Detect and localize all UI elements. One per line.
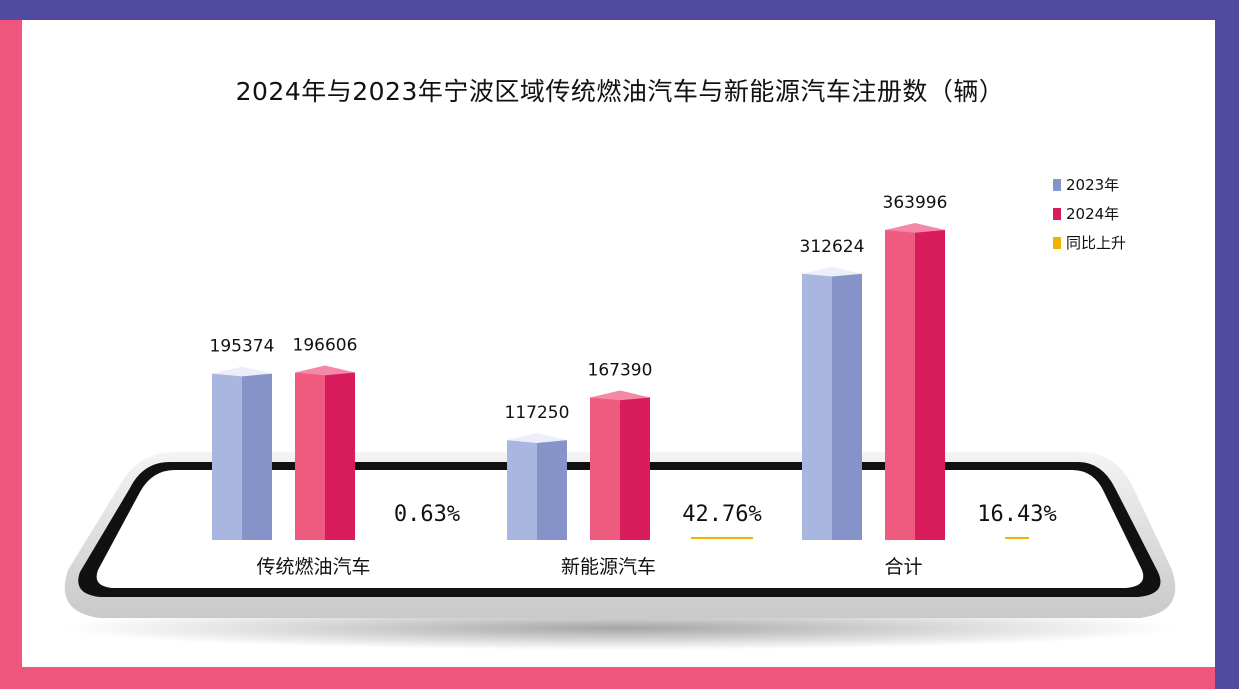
bar-2024-1-top (590, 390, 650, 401)
bar-2023-2-top (802, 266, 862, 277)
bar-2024-0-top (295, 365, 355, 376)
value-label-2023-2: 312624 (800, 237, 865, 257)
legend-label-2024: 2024年 (1066, 205, 1120, 223)
legend-item-2023: 2023年 (1053, 170, 1126, 199)
growth-label-0: 0.63% (394, 502, 460, 527)
value-label-2024-2: 363996 (883, 193, 948, 213)
frame-left-bar (0, 20, 22, 689)
frame-top-bar (0, 0, 1239, 20)
bar-2023-2-front (802, 273, 832, 540)
frame-right-bar (1215, 0, 1239, 689)
value-label-2024-0: 196606 (293, 336, 358, 356)
bar-2023-1-top (507, 433, 567, 443)
chart-title: 2024年与2023年宁波区域传统燃油汽车与新能源汽车注册数（辆） (235, 77, 1005, 106)
legend-label-growth: 同比上升 (1066, 234, 1127, 252)
bar-2023-0-top (212, 366, 272, 377)
bar-2024-1-front (590, 397, 620, 540)
growth-label-1: 42.76% (682, 502, 761, 527)
category-label-2: 合计 (884, 556, 922, 578)
value-label-2023-0: 195374 (210, 337, 275, 357)
bar-2023-0-front (212, 373, 242, 540)
bar-2023-0-side (242, 373, 272, 540)
legend-item-growth: 同比上升 (1053, 228, 1126, 257)
bar-2023-2-side (832, 273, 862, 540)
legend-swatch-2023 (1053, 178, 1061, 191)
bar-2023-1-side (537, 440, 567, 540)
frame-bottom-bar (0, 667, 1215, 689)
bar-2023-1-front (507, 440, 537, 540)
bar-2024-1-side (620, 397, 650, 540)
bar-2024-0-front (295, 372, 325, 540)
bar-2024-2-side (915, 230, 945, 540)
category-label-1: 新能源汽车 (561, 556, 656, 578)
legend-item-2024: 2024年 (1053, 199, 1126, 228)
legend-label-2023: 2023年 (1066, 176, 1120, 194)
chart-legend: 2023年 2024年 同比上升 (1053, 170, 1126, 257)
bar-2024-2-front (885, 230, 915, 540)
bar-2024-0-side (325, 372, 355, 540)
category-label-0: 传统燃油汽车 (256, 556, 370, 578)
legend-swatch-2024 (1053, 207, 1061, 220)
growth-label-2: 16.43% (977, 502, 1056, 527)
bar-2024-2-top (885, 223, 945, 233)
legend-swatch-growth (1053, 236, 1061, 249)
value-label-2024-1: 167390 (588, 360, 653, 380)
value-label-2023-1: 117250 (505, 403, 570, 423)
